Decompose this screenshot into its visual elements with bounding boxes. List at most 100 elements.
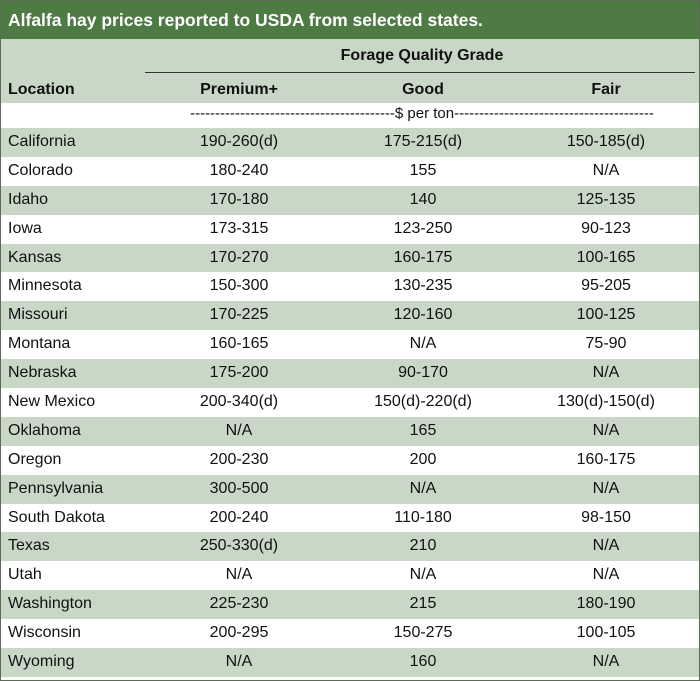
good-price-cell: 215: [409, 595, 437, 613]
fair-column-header: Fair: [591, 81, 621, 98]
fair-price-cell: N/A: [592, 653, 620, 671]
location-cell: Nebraska: [8, 364, 77, 382]
table-header: Forage Quality Grade Location Premium+ G…: [1, 39, 699, 103]
good-price-cell: N/A: [409, 335, 437, 353]
good-price-cell: 110-180: [394, 508, 452, 526]
location-cell: Texas: [8, 537, 50, 555]
fair-price-cell: 130(d)-150(d): [557, 393, 655, 411]
good-price-cell: 160: [409, 653, 437, 671]
location-cell: New Mexico: [8, 393, 96, 411]
location-cell: Pennsylvania: [8, 479, 104, 497]
good-price-cell: 150(d)-220(d): [374, 393, 472, 411]
table-title: Alfalfa hay prices reported to USDA from…: [1, 1, 699, 39]
premium-price-cell: 150-300: [209, 277, 269, 295]
premium-column-header: Premium+: [200, 81, 278, 98]
good-price-cell: 160-175: [393, 248, 453, 266]
fair-price-cell: N/A: [592, 364, 620, 382]
good-price-cell: 150-275: [393, 624, 453, 642]
fair-price-cell: N/A: [592, 421, 620, 439]
premium-price-cell: 170-180: [209, 190, 269, 208]
premium-price-cell: N/A: [225, 566, 253, 584]
table-row: New Mexico 200-340(d) 150(d)-220(d) 130(d)-…: [1, 388, 699, 417]
good-price-cell: 155: [409, 161, 437, 179]
premium-price-cell: 170-225: [209, 306, 269, 324]
fair-price-cell: 75-90: [585, 335, 627, 353]
good-column-header: Good: [402, 81, 444, 98]
fair-price-cell: N/A: [592, 161, 620, 179]
location-cell: Oregon: [8, 450, 62, 468]
location-cell: Iowa: [8, 219, 42, 237]
premium-price-cell: 300-500: [209, 479, 269, 497]
premium-price-cell: 173-315: [209, 219, 269, 237]
forage-quality-grade-header: Forage Quality Grade: [340, 47, 504, 64]
premium-price-cell: 250-330(d): [199, 537, 279, 555]
fair-price-cell: N/A: [592, 537, 620, 555]
good-price-cell: N/A: [409, 479, 437, 497]
fair-price-cell: 100-125: [576, 306, 636, 324]
location-cell: Montana: [8, 335, 71, 353]
table-row: South Dakota 200-240 110-180 98-150: [1, 503, 699, 533]
table-row: Oregon 200-230 200 160-175: [1, 445, 699, 475]
premium-price-cell: N/A: [225, 421, 253, 439]
table-row: Iowa 173-315 123-250 90-123: [1, 214, 699, 244]
table-row: Idaho 170-180 140 125-135: [1, 185, 699, 215]
table-row: Washington 225-230 215 180-190: [1, 590, 699, 620]
grade-header-rule: [145, 72, 695, 73]
table-row: Texas 250-330(d) 210 N/A: [1, 532, 699, 562]
good-price-cell: 123-250: [393, 219, 453, 237]
table-row: Colorado 180-240 155 N/A: [1, 156, 699, 186]
fair-price-cell: 160-175: [576, 450, 636, 468]
location-cell: Minnesota: [8, 277, 82, 295]
good-price-cell: 140: [409, 190, 437, 208]
premium-price-cell: 180-240: [209, 161, 269, 179]
location-cell: Colorado: [8, 161, 73, 179]
table-row: Wisconsin 200-295 150-275 100-105: [1, 619, 699, 649]
premium-price-cell: 160-165: [209, 335, 269, 353]
table-row: Kansas 170-270 160-175 100-165: [1, 243, 699, 273]
good-price-cell: 130-235: [393, 277, 453, 295]
location-cell: Idaho: [8, 190, 49, 208]
location-cell: California: [8, 133, 76, 150]
premium-price-cell: 190-260(d): [199, 133, 279, 150]
table-row: Oklahoma N/A 165 N/A: [1, 416, 699, 446]
location-column-header: Location: [8, 81, 75, 98]
fair-price-cell: 95-205: [581, 277, 631, 295]
table-row: Pennsylvania 300-500 N/A N/A: [1, 474, 699, 504]
location-cell: Oklahoma: [8, 421, 81, 439]
units-label: ----------------------------------------…: [190, 105, 654, 122]
location-cell: South Dakota: [8, 508, 105, 526]
premium-price-cell: N/A: [225, 653, 253, 671]
location-cell: Washington: [8, 595, 92, 613]
fair-price-cell: 100-165: [576, 248, 636, 266]
good-price-cell: 210: [409, 537, 437, 555]
location-cell: Kansas: [8, 248, 62, 266]
fair-price-cell: 100-105: [576, 624, 636, 642]
table-row: California 190-260(d) 175-215(d) 150-185(d): [1, 128, 699, 157]
table-row: Nebraska 175-200 90-170 N/A: [1, 359, 699, 389]
location-cell: Utah: [8, 566, 42, 584]
location-cell: Wisconsin: [8, 624, 81, 642]
good-price-cell: 165: [409, 421, 437, 439]
premium-price-cell: 175-200: [209, 364, 269, 382]
location-cell: Wyoming: [8, 653, 75, 671]
premium-price-cell: 170-270: [209, 248, 269, 266]
table-row: Missouri 170-225 120-160 100-125: [1, 301, 699, 331]
fair-price-cell: 98-150: [581, 508, 631, 526]
premium-price-cell: 200-240: [209, 508, 269, 526]
premium-price-cell: 200-230: [209, 450, 269, 468]
table-row: Minnesota 150-300 130-235 95-205: [1, 272, 699, 302]
location-cell: Missouri: [8, 306, 68, 324]
table-row: Utah N/A N/A N/A: [1, 561, 699, 591]
premium-price-cell: 225-230: [209, 595, 269, 613]
fair-price-cell: 90-123: [581, 219, 631, 237]
good-price-cell: N/A: [409, 566, 437, 584]
premium-price-cell: 200-340(d): [199, 393, 279, 411]
fair-price-cell: 150-185(d): [566, 133, 646, 150]
fair-price-cell: N/A: [592, 566, 620, 584]
fair-price-cell: 125-135: [576, 190, 636, 208]
fair-price-cell: 180-190: [576, 595, 636, 613]
good-price-cell: 120-160: [393, 306, 453, 324]
fair-price-cell: N/A: [592, 479, 620, 497]
table-row: Montana 160-165 N/A 75-90: [1, 330, 699, 360]
